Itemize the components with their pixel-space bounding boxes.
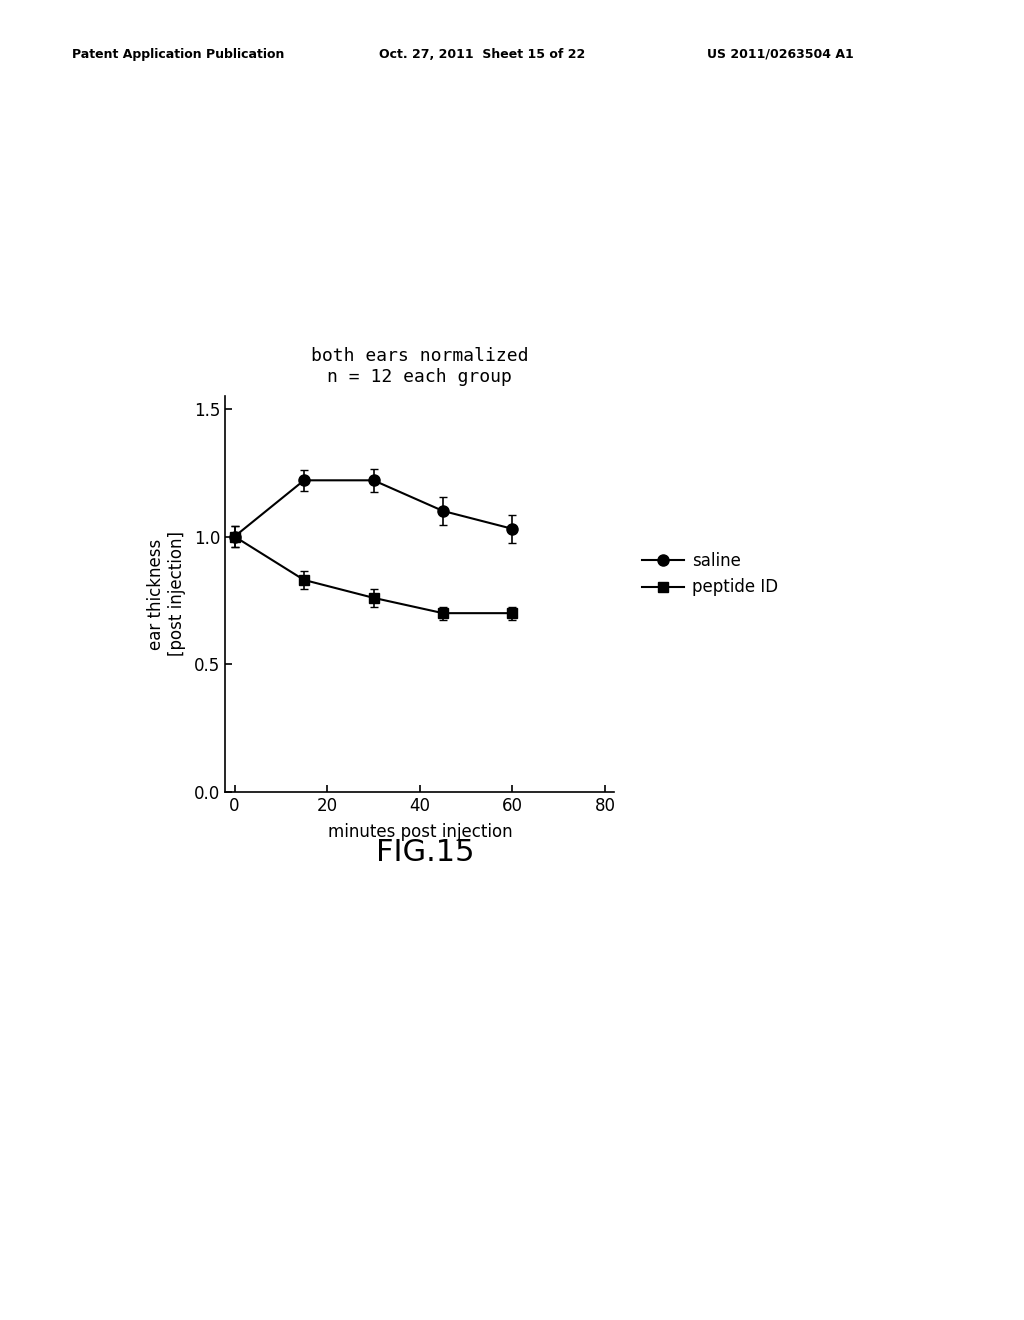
Text: US 2011/0263504 A1: US 2011/0263504 A1 [707, 48, 853, 61]
Y-axis label: ear thickness
[post injection]: ear thickness [post injection] [146, 532, 185, 656]
Title: both ears normalized
n = 12 each group: both ears normalized n = 12 each group [311, 347, 528, 387]
Text: Oct. 27, 2011  Sheet 15 of 22: Oct. 27, 2011 Sheet 15 of 22 [379, 48, 585, 61]
Legend: saline, peptide ID: saline, peptide ID [642, 552, 778, 597]
X-axis label: minutes post injection: minutes post injection [328, 824, 512, 841]
Text: FIG.15: FIG.15 [376, 838, 474, 867]
Text: Patent Application Publication: Patent Application Publication [72, 48, 284, 61]
